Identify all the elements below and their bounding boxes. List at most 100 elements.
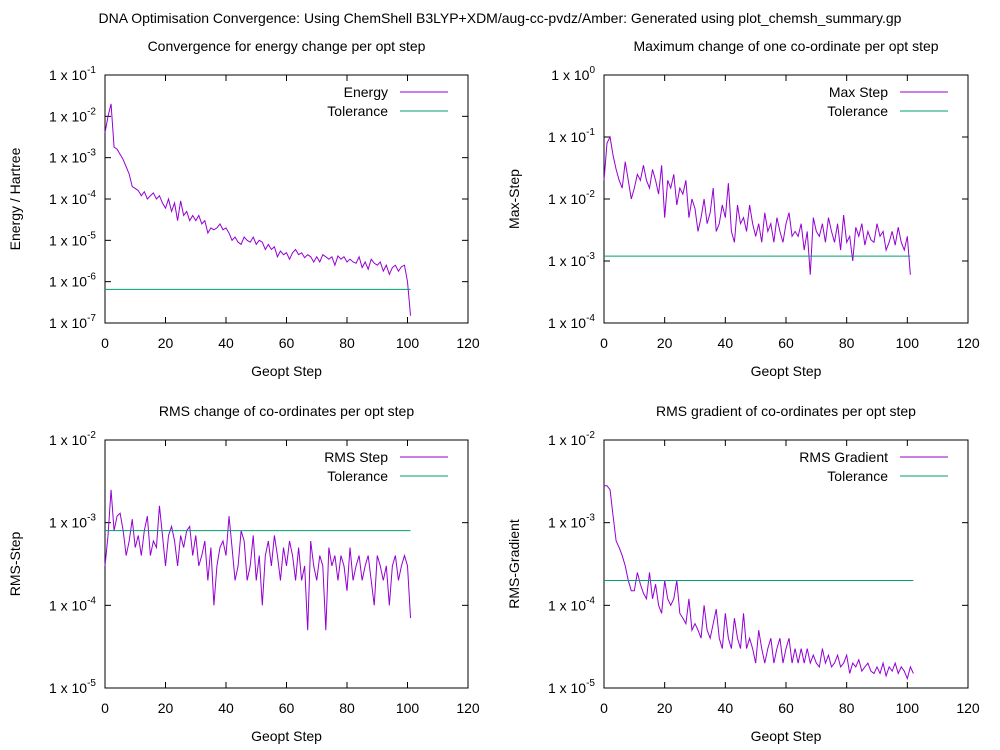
y-tick-label: 1 x 10-3 bbox=[548, 251, 595, 269]
y-tick-base: 1 x 10 bbox=[548, 597, 586, 613]
chart-panel: RMS change of co-ordinates per opt step 0… bbox=[7, 403, 480, 744]
panel-title: Convergence for energy change per opt st… bbox=[148, 38, 426, 54]
y-tick-base: 1 x 10 bbox=[49, 67, 87, 83]
chart-panel: Convergence for energy change per opt st… bbox=[7, 38, 480, 379]
x-tick-label: 20 bbox=[657, 700, 673, 716]
chart-panel: Maximum change of one co-ordinate per op… bbox=[506, 38, 980, 379]
y-tick-label: 1 x 10-3 bbox=[49, 148, 96, 166]
legend-label: RMS Gradient bbox=[799, 449, 888, 465]
y-tick-base: 1 x 10 bbox=[49, 108, 87, 124]
x-tick-label: 80 bbox=[339, 335, 355, 351]
chart-panel: RMS gradient of co-ordinates per opt ste… bbox=[506, 403, 980, 744]
x-tick-label: 120 bbox=[456, 700, 480, 716]
y-tick-label: 1 x 10-2 bbox=[548, 189, 595, 207]
x-tick-label: 60 bbox=[279, 335, 295, 351]
y-tick-base: 1 x 10 bbox=[49, 150, 87, 166]
legend-label: Energy bbox=[344, 84, 388, 100]
x-tick-label: 40 bbox=[718, 700, 734, 716]
y-tick-exponent: -1 bbox=[586, 127, 595, 138]
x-tick-label: 40 bbox=[218, 335, 234, 351]
legend-label: Tolerance bbox=[327, 468, 388, 484]
y-tick-exponent: -3 bbox=[586, 251, 595, 262]
y-tick-exponent: -4 bbox=[87, 189, 96, 200]
x-tick-label: 100 bbox=[396, 335, 420, 351]
y-axis-label: RMS-Step bbox=[7, 532, 23, 597]
x-axis-label: Geopt Step bbox=[251, 363, 322, 379]
y-tick-exponent: -5 bbox=[586, 678, 595, 689]
x-tick-label: 100 bbox=[896, 700, 920, 716]
y-tick-base: 1 x 10 bbox=[548, 191, 586, 207]
panel-title: Maximum change of one co-ordinate per op… bbox=[633, 38, 938, 54]
y-tick-base: 1 x 10 bbox=[548, 129, 586, 145]
x-tick-label: 60 bbox=[279, 700, 295, 716]
panel-title: RMS gradient of co-ordinates per opt ste… bbox=[656, 403, 916, 419]
x-tick-label: 0 bbox=[600, 335, 608, 351]
x-axis-label: Geopt Step bbox=[751, 728, 822, 744]
x-tick-label: 0 bbox=[600, 700, 608, 716]
panel-title: RMS change of co-ordinates per opt step bbox=[159, 403, 414, 419]
legend-label: Max Step bbox=[829, 84, 888, 100]
y-tick-exponent: -2 bbox=[586, 189, 595, 200]
y-tick-label: 1 x 10-3 bbox=[49, 513, 96, 531]
data-series-line bbox=[104, 103, 412, 316]
y-tick-label: 1 x 10-5 bbox=[548, 678, 595, 696]
y-axis-label: Energy / Hartree bbox=[7, 147, 23, 250]
y-tick-base: 1 x 10 bbox=[548, 315, 586, 331]
x-tick-label: 100 bbox=[396, 700, 420, 716]
y-tick-base: 1 x 10 bbox=[49, 191, 87, 207]
y-tick-exponent: -7 bbox=[87, 313, 96, 324]
y-tick-base: 1 x 10 bbox=[548, 680, 586, 696]
y-tick-exponent: -3 bbox=[87, 148, 96, 159]
y-tick-base: 1 x 10 bbox=[548, 515, 586, 531]
data-series-line bbox=[603, 135, 911, 275]
y-tick-label: 1 x 10-3 bbox=[548, 513, 595, 531]
legend-label: Tolerance bbox=[827, 103, 888, 119]
x-tick-label: 20 bbox=[158, 335, 174, 351]
y-tick-exponent: -1 bbox=[87, 65, 96, 76]
y-tick-exponent: -4 bbox=[87, 595, 96, 606]
x-tick-label: 100 bbox=[896, 335, 920, 351]
y-tick-base: 1 x 10 bbox=[49, 232, 87, 248]
y-tick-base: 1 x 10 bbox=[49, 597, 87, 613]
y-tick-exponent: -2 bbox=[87, 106, 96, 117]
legend-label: RMS Step bbox=[324, 449, 388, 465]
y-tick-base: 1 x 10 bbox=[548, 253, 586, 269]
y-tick-label: 1 x 10-5 bbox=[49, 678, 96, 696]
y-tick-label: 1 x 100 bbox=[551, 65, 595, 83]
x-tick-label: 80 bbox=[839, 335, 855, 351]
legend-label: Tolerance bbox=[827, 468, 888, 484]
y-tick-exponent: -5 bbox=[87, 230, 96, 241]
x-tick-label: 40 bbox=[718, 335, 734, 351]
x-tick-label: 40 bbox=[218, 700, 234, 716]
y-tick-exponent: -3 bbox=[586, 513, 595, 524]
y-tick-label: 1 x 10-4 bbox=[49, 595, 96, 613]
legend-label: Tolerance bbox=[327, 103, 388, 119]
y-tick-label: 1 x 10-7 bbox=[49, 313, 96, 331]
y-axis-label: RMS-Gradient bbox=[506, 519, 522, 609]
x-tick-label: 0 bbox=[101, 335, 109, 351]
data-series-line bbox=[104, 489, 412, 631]
y-tick-exponent: -2 bbox=[586, 430, 595, 441]
y-tick-exponent: 0 bbox=[589, 65, 595, 76]
figure-title: DNA Optimisation Convergence: Using Chem… bbox=[99, 10, 902, 26]
x-axis-label: Geopt Step bbox=[251, 728, 322, 744]
y-tick-label: 1 x 10-5 bbox=[49, 230, 96, 248]
y-tick-exponent: -2 bbox=[87, 430, 96, 441]
x-tick-label: 120 bbox=[956, 335, 980, 351]
x-tick-label: 0 bbox=[101, 700, 109, 716]
x-tick-label: 60 bbox=[778, 700, 794, 716]
y-tick-base: 1 x 10 bbox=[49, 274, 87, 290]
x-axis-label: Geopt Step bbox=[751, 363, 822, 379]
y-tick-exponent: -6 bbox=[87, 272, 96, 283]
x-tick-label: 20 bbox=[657, 335, 673, 351]
y-tick-base: 1 x 10 bbox=[49, 315, 87, 331]
y-tick-label: 1 x 10-4 bbox=[548, 595, 595, 613]
x-tick-label: 60 bbox=[778, 335, 794, 351]
x-tick-label: 80 bbox=[339, 700, 355, 716]
y-tick-label: 1 x 10-2 bbox=[548, 430, 595, 448]
y-tick-label: 1 x 10-6 bbox=[49, 272, 96, 290]
x-tick-label: 20 bbox=[158, 700, 174, 716]
y-tick-label: 1 x 10-2 bbox=[49, 106, 96, 124]
